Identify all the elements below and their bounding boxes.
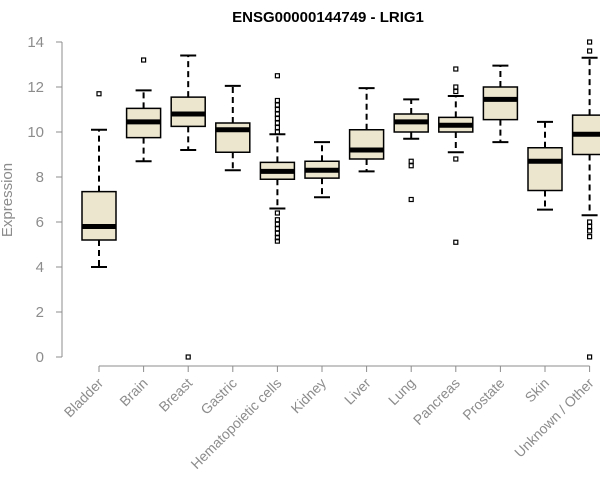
y-tick-label: 8 — [36, 169, 44, 186]
box-group — [81, 91, 117, 268]
y-tick-label: 2 — [36, 304, 44, 321]
x-tick-label: Prostate — [459, 375, 507, 423]
outlier-point — [453, 88, 459, 95]
box-group — [170, 54, 206, 360]
box-iqr — [348, 129, 385, 160]
box-group — [304, 141, 340, 199]
outlier-point — [453, 66, 459, 72]
x-tick-label: Skin — [522, 375, 553, 406]
box-group — [482, 64, 519, 144]
box-iqr — [527, 147, 563, 192]
outlier-point — [274, 106, 280, 113]
outlier-point — [274, 226, 280, 232]
x-tick-label: Lung — [385, 375, 418, 408]
box-group — [215, 84, 251, 172]
x-tick-label: Pancreas — [410, 375, 463, 428]
x-tick-label: Liver — [341, 375, 374, 408]
outlier-point — [586, 234, 593, 240]
outlier-point — [274, 111, 280, 117]
x-tick-label: Kidney — [288, 375, 330, 417]
x-tick-label: Brain — [116, 375, 150, 409]
y-tick-label: 14 — [27, 34, 44, 51]
box-group — [438, 66, 474, 245]
x-tick-label: Gastric — [197, 375, 240, 418]
outlier-point — [274, 221, 280, 227]
outlier-point — [453, 239, 459, 245]
x-tick-label: Breast — [155, 375, 195, 415]
outlier-point — [453, 156, 459, 162]
outlier-point — [274, 235, 280, 241]
outlier-point — [586, 228, 593, 234]
outlier-point — [274, 230, 280, 236]
y-tick-label: 10 — [27, 124, 44, 141]
outlier-point — [408, 163, 414, 169]
outlier-point — [274, 238, 280, 244]
outlier-point — [274, 102, 280, 108]
y-tick-label: 12 — [27, 79, 44, 96]
y-axis-label: Expression — [0, 163, 16, 237]
box-iqr — [81, 190, 117, 241]
outlier-point — [274, 124, 280, 131]
outlier-point — [408, 196, 414, 203]
box-group — [393, 98, 429, 203]
outlier-point — [586, 48, 593, 54]
box-group — [125, 57, 162, 163]
outlier-point — [185, 354, 191, 360]
outlier-point — [586, 354, 593, 360]
box-series — [81, 39, 600, 360]
outlier-point — [274, 120, 280, 126]
x-tick-label: Unknown / Other — [511, 375, 597, 461]
outlier-point — [141, 57, 147, 63]
outlier-point — [274, 217, 280, 223]
outlier-point — [453, 84, 459, 90]
box-group — [348, 87, 385, 173]
outlier-point — [274, 115, 280, 122]
chart-title: ENSG00000144749 - LRIG1 — [232, 9, 424, 26]
y-tick-label: 6 — [36, 214, 44, 231]
box-group — [527, 120, 563, 211]
outlier-point — [96, 91, 102, 97]
outlier-point — [586, 223, 593, 230]
box-group — [259, 73, 296, 244]
outlier-point — [408, 158, 414, 164]
box-iqr — [482, 86, 519, 121]
outlier-point — [274, 210, 280, 216]
x-tick-label: Bladder — [61, 375, 107, 421]
box-group — [571, 39, 600, 360]
y-axis: 0 2 4 6 8 10 12 14 — [27, 34, 63, 366]
outlier-point — [586, 219, 593, 225]
y-tick-label: 0 — [36, 349, 44, 366]
outlier-point — [274, 73, 280, 79]
outlier-point — [586, 39, 593, 45]
y-tick-label: 4 — [36, 259, 44, 276]
outlier-point — [274, 97, 280, 104]
